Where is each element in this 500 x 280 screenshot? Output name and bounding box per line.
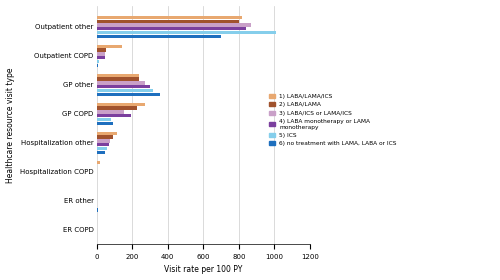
Bar	[96, 168, 97, 171]
Bar	[96, 110, 124, 113]
Bar	[96, 20, 239, 23]
Bar	[96, 132, 117, 135]
Bar	[96, 89, 154, 92]
Bar	[96, 161, 100, 164]
Bar	[96, 45, 122, 48]
Bar	[96, 143, 109, 146]
Bar	[96, 64, 98, 67]
Bar	[96, 122, 112, 125]
Bar	[96, 48, 106, 52]
Bar	[96, 85, 150, 88]
Bar	[96, 27, 246, 30]
Bar	[96, 35, 221, 38]
Bar	[96, 118, 110, 121]
Legend: 1) LABA/LAMA/ICS, 2) LABA/LAMA, 3) LABA/ICS or LAMA/ICS, 4) LABA monotherapy or : 1) LABA/LAMA/ICS, 2) LABA/LAMA, 3) LABA/…	[268, 94, 396, 146]
Bar	[96, 139, 110, 143]
Bar	[96, 136, 114, 139]
Bar	[96, 147, 107, 150]
Bar	[96, 103, 144, 106]
Y-axis label: Healthcare resource visit type: Healthcare resource visit type	[6, 67, 15, 183]
Bar	[96, 93, 160, 96]
Bar	[96, 114, 131, 117]
X-axis label: Visit rate per 100 PY: Visit rate per 100 PY	[164, 265, 242, 274]
Bar	[96, 208, 98, 212]
Bar	[96, 172, 97, 175]
Bar	[96, 106, 138, 110]
Bar	[96, 151, 106, 154]
Bar	[96, 74, 139, 77]
Bar	[96, 56, 104, 59]
Bar	[96, 81, 146, 85]
Bar	[96, 78, 139, 81]
Bar	[96, 16, 242, 19]
Bar	[96, 52, 106, 55]
Bar	[96, 60, 99, 63]
Bar	[96, 23, 252, 27]
Bar	[96, 164, 98, 168]
Bar	[96, 31, 276, 34]
